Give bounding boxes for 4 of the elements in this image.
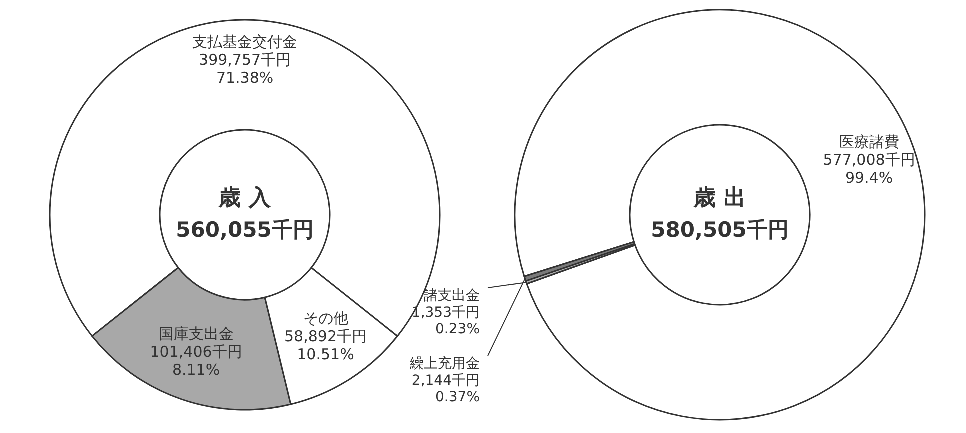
title: 歳 入 <box>219 186 271 211</box>
subtitle: 580,505千円 <box>651 218 789 242</box>
subtitle: 560,055千円 <box>176 218 314 242</box>
title: 歳 出 <box>694 186 746 211</box>
